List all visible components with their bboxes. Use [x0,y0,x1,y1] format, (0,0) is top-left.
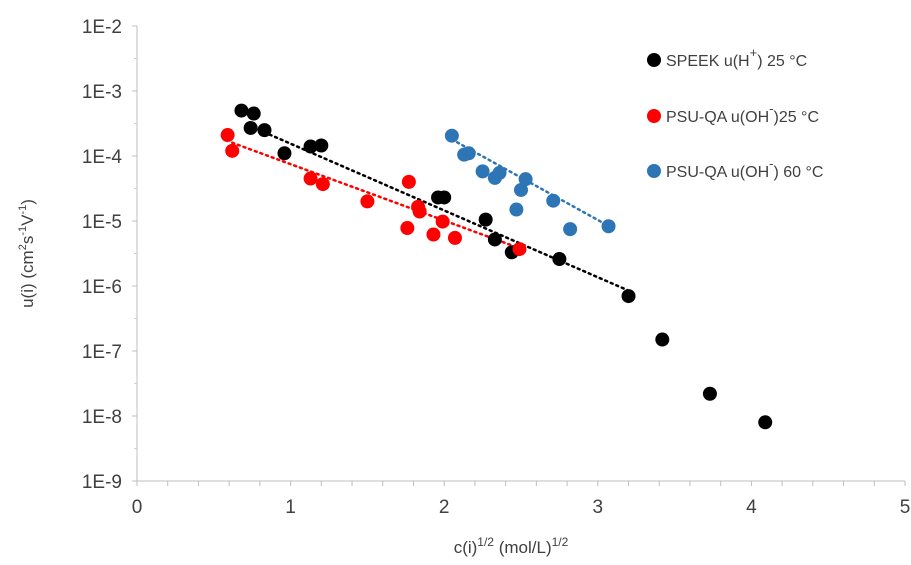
x-axis-title: c(i)1/2 (mol/L)1/2 [454,535,569,557]
y-tick-label: 1E-7 [82,342,122,363]
data-point-series-2 [426,227,441,242]
data-point-series-3 [601,219,616,234]
x-tick-label: 2 [439,497,450,518]
data-point-series-1 [314,138,329,153]
legend-label-series-3: PSU-QA u(OH-) 60 °C [666,156,823,181]
data-point-series-1 [246,106,261,121]
x-tick-label: 3 [593,497,604,518]
legend: SPEEK u(H+) 25 °C PSU-QA u(OH-)25 °C PSU-Q… [647,45,823,181]
data-point-series-2 [512,242,527,257]
trendlines [230,123,630,292]
y-tick-label: 1E-5 [82,212,122,233]
y-tick-label: 1E-3 [82,82,122,103]
data-point-series-1 [621,289,636,304]
legend-marker-series-3 [647,164,661,178]
y-tick-label: 1E-9 [82,472,122,493]
y-tick-label: 1E-6 [82,277,122,298]
data-point-series-3 [518,172,533,187]
data-point-series-3 [461,146,476,161]
trendline-series-2 [230,141,520,249]
data-point-series-3 [509,202,524,217]
data-point-series-2 [315,177,330,192]
data-point-series-2 [225,143,240,158]
data-point-series-1 [437,190,452,205]
y-axis-title: u(i) (cm2s-1V-1) [17,199,37,308]
data-point-series-1 [243,120,258,135]
data-point-series-3 [514,182,528,197]
data-point-series-1 [303,139,318,154]
data-point-series-2 [412,204,427,219]
legend-marker-series-1 [647,53,661,67]
legend-label-series-1: SPEEK u(H+) 25 °C [666,45,807,70]
x-tick-label: 5 [900,497,911,518]
legend-marker-series-2 [647,109,661,123]
data-point-series-1 [257,123,272,138]
data-point-series-2 [220,128,235,143]
data-point-series-1 [234,103,249,118]
data-point-series-2 [360,194,375,209]
data-point-series-2 [435,214,450,229]
data-point-series-3 [563,222,578,237]
axes: 0 1 2 3 4 5 1E-9 1E-8 1E-7 1E-6 1E-5 1E-4 1E-3 1E-2 [82,17,910,518]
y-tick-label: 1E-8 [82,407,122,428]
data-point-series-2 [401,174,416,189]
data-point-series-1 [655,332,670,347]
data-point-series-1 [702,386,717,401]
data-point-series-1 [478,212,493,227]
data-point-series-3 [546,193,561,208]
y-tick-label: 1E-4 [82,147,123,168]
data-point-series-1 [487,232,502,247]
x-tick-label: 4 [746,497,757,518]
data-point-series-2 [447,230,462,245]
legend-label-series-2: PSU-QA u(OH-)25 °C [666,101,819,126]
y-tick-label: 1E-2 [82,17,122,38]
x-tick-label: 0 [132,497,143,518]
data-point-series-2 [303,171,318,186]
data-point-series-1 [552,252,567,267]
data-point-series-2 [400,221,415,236]
data-point-series-1 [758,415,773,430]
data-points [220,103,773,430]
data-point-series-3 [444,128,459,143]
data-point-series-3 [475,164,490,179]
data-point-series-1 [277,146,292,161]
data-point-series-3 [492,165,507,180]
x-tick-label: 1 [285,497,296,518]
